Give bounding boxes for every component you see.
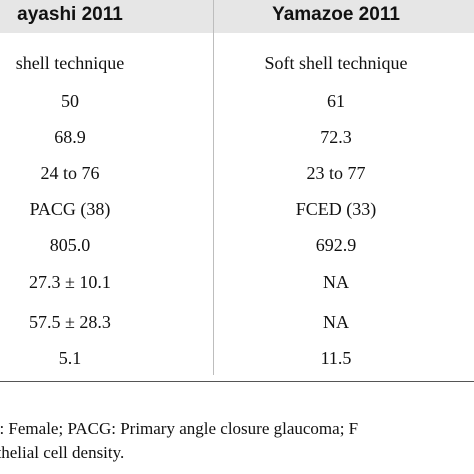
table-row: 50 61: [0, 82, 474, 121]
column-divider: [213, 0, 214, 375]
table-row: 68.9 72.3: [0, 118, 474, 157]
cell-yamazoe: 692.9: [315, 235, 357, 255]
footnote-line: othelial cell density.: [0, 443, 125, 462]
table-bottom-rule: [0, 381, 474, 382]
table-footnote: F: Female; PACG: Primary angle closure g…: [0, 417, 474, 474]
cell-yamazoe: FCED (33): [295, 199, 377, 219]
column-header-yamazoe: Yamazoe 2011: [272, 4, 400, 25]
cell-yamazoe: 72.3: [320, 127, 352, 147]
cell-yamazoe: NA: [323, 312, 349, 332]
footnote-line: F: Female; PACG: Primary angle closure g…: [0, 419, 359, 438]
cell-yamazoe: 61: [327, 91, 345, 111]
cell-technique-yamazoe: Soft shell technique: [264, 53, 408, 73]
cell-yamazoe: 23 to 77: [306, 163, 366, 183]
cell-hayashi: 805.0: [49, 235, 91, 255]
cell-hayashi: PACG (38): [29, 199, 111, 219]
cell-hayashi: 27.3 ± 10.1: [29, 272, 111, 292]
table-row: 5.1 11.5: [0, 339, 474, 378]
table-row: 24 to 76 23 to 77: [0, 154, 474, 193]
table-row: 27.3 ± 10.1 NA: [0, 263, 474, 302]
cell-yamazoe: NA: [323, 272, 349, 292]
cell-hayashi: 24 to 76: [40, 163, 100, 183]
cell-hayashi: 68.9: [54, 127, 86, 147]
cell-hayashi: 5.1: [58, 348, 82, 368]
table-row: PACG (38) FCED (33): [0, 190, 474, 229]
table-row: 57.5 ± 28.3 NA: [0, 303, 474, 342]
table-row: shell technique Soft shell technique: [0, 44, 474, 83]
cell-technique-hayashi: shell technique: [15, 53, 125, 73]
cell-hayashi: 50: [61, 91, 79, 111]
column-header-hayashi: ayashi 2011: [17, 4, 123, 25]
table-header: ayashi 2011 Yamazoe 2011: [0, 0, 474, 33]
table-row: 805.0 692.9: [0, 226, 474, 265]
cell-yamazoe: 11.5: [320, 348, 352, 368]
cell-hayashi: 57.5 ± 28.3: [29, 312, 111, 332]
